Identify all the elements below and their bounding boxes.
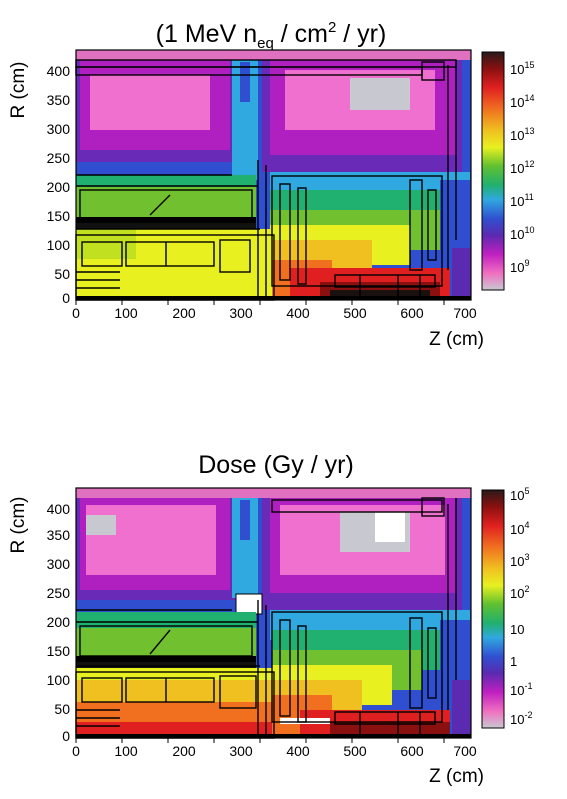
y-tick-label: 350: [47, 527, 71, 543]
colorbar-label: 104: [510, 520, 529, 537]
colorbar-2: 105 104 103 102 10 1 10-1 10-2: [481, 486, 532, 729]
y-tick-label: 400: [47, 63, 71, 79]
x-tick-label: 500: [343, 305, 367, 321]
colorbar-label: 1: [510, 654, 517, 669]
x-ticks-2: 0 100 200 300 400 500 600 700: [72, 743, 477, 759]
y-tick-label: 300: [47, 556, 71, 572]
heatmap-2: [75, 487, 472, 739]
x-axis-label-1: Z (cm): [429, 329, 484, 350]
y-tick-label: 400: [47, 501, 71, 517]
colorbar-label: 1010: [510, 225, 534, 242]
colorbar-label: 10: [510, 622, 524, 637]
colorbar-label: 103: [510, 552, 529, 569]
colorbar-label: 1011: [510, 192, 534, 209]
x-tick-label: 700: [453, 305, 477, 321]
y-tick-label: 100: [47, 672, 71, 688]
colorbar-label: 10-2: [510, 710, 532, 727]
y-tick-label: 250: [47, 585, 71, 601]
panel-dose: Dose (Gy / yr): [8, 451, 532, 787]
heatmap-1: [75, 49, 472, 301]
chart-title-2: Dose (Gy / yr): [198, 451, 354, 479]
y-tick-label: 50: [54, 701, 70, 717]
colorbar-label: 109: [510, 258, 529, 275]
x-tick-label: 600: [400, 305, 424, 321]
y-tick-label: 250: [47, 150, 71, 166]
x-tick-label: 700: [453, 743, 477, 759]
y-tick-label: 50: [54, 266, 70, 282]
x-tick-label: 100: [114, 305, 138, 321]
colorbar-label: 10-1: [510, 681, 532, 698]
y-ticks-1: 0 50 100 150 200 250 300 350 400: [47, 63, 71, 306]
y-tick-label: 300: [47, 121, 71, 137]
colorbar-label: 1015: [510, 60, 534, 77]
x-tick-label: 300: [229, 305, 253, 321]
x-tick-label: 500: [343, 743, 367, 759]
x-tick-label: 100: [114, 743, 138, 759]
panel-fluence: (1 MeV neq / cm2 / yr): [8, 19, 534, 350]
y-tick-label: 200: [47, 179, 71, 195]
y-axis-label-2: R (cm): [8, 497, 29, 554]
colorbar-label: 1012: [510, 159, 534, 176]
x-tick-label: 400: [286, 305, 310, 321]
y-axis-label-1: R (cm): [8, 62, 29, 119]
colorbar-label: 102: [510, 584, 529, 601]
colorbar-label: 1013: [510, 126, 534, 143]
x-tick-label: 200: [172, 743, 196, 759]
y-tick-label: 150: [47, 643, 71, 659]
y-ticks-2: 0 50 100 150 200 250 300 350 400: [47, 501, 71, 744]
x-tick-label: 200: [172, 305, 196, 321]
y-tick-label: 0: [62, 290, 70, 306]
y-tick-label: 350: [47, 92, 71, 108]
y-tick-label: 100: [47, 237, 71, 253]
y-tick-label: 200: [47, 614, 71, 630]
x-tick-label: 400: [286, 743, 310, 759]
colorbar-label: 1014: [510, 93, 534, 110]
y-tick-label: 150: [47, 208, 71, 224]
x-ticks-1: 0 100 200 300 400 500 600 700: [72, 305, 477, 321]
y-tick-label: 0: [62, 728, 70, 744]
x-tick-label: 600: [400, 743, 424, 759]
x-axis-label-2: Z (cm): [429, 766, 484, 787]
colorbar-label: 105: [510, 486, 529, 503]
x-tick-label: 300: [229, 743, 253, 759]
x-tick-label: 0: [72, 743, 80, 759]
colorbar-1: 1015 1014 1013 1012 1011 1010 109: [481, 51, 534, 291]
chart-title-1: (1 MeV neq / cm2 / yr): [156, 19, 387, 52]
x-tick-label: 0: [72, 305, 80, 321]
